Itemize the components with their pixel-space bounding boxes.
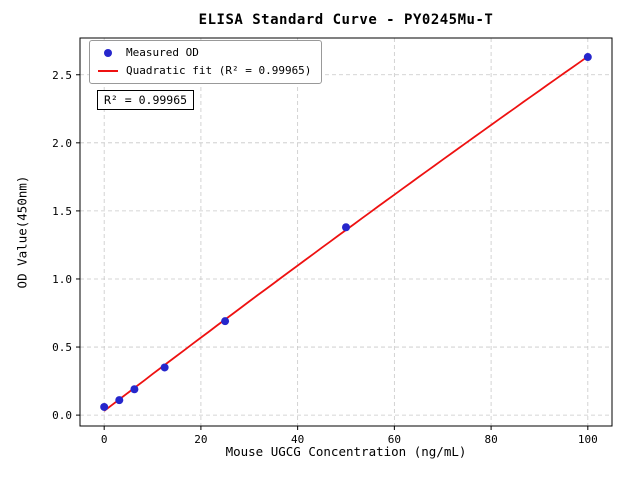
chart-title: ELISA Standard Curve - PY0245Mu-T (198, 12, 494, 28)
y-tick-label: 0.0 (52, 409, 72, 422)
legend-label-quadratic-fit: Quadratic fit (R² = 0.99965) (126, 64, 312, 77)
axes-spines (79, 37, 613, 427)
x-tick-label: 40 (291, 433, 304, 446)
scatter-marker-icon (104, 49, 112, 57)
data-point-marker (583, 53, 592, 62)
x-axis-label: Mouse UGCG Concentration (ng/mL) (225, 444, 467, 459)
x-tick-label: 60 (388, 433, 401, 446)
legend: Measured OD Quadratic fit (R² = 0.99965) (89, 40, 323, 84)
x-tick-label: 80 (484, 433, 497, 446)
y-tick-label: 1.0 (52, 273, 72, 286)
x-tick-label: 100 (578, 433, 598, 446)
y-tick-label: 2.5 (52, 69, 72, 82)
data-point-marker (130, 385, 139, 394)
data-point-marker (221, 317, 230, 326)
legend-item-measured-od: Measured OD (98, 46, 311, 60)
x-tick-label: 0 (101, 433, 108, 446)
legend-item-quadratic-fit: Quadratic fit (R² = 0.99965) (98, 64, 311, 78)
legend-label-measured-od: Measured OD (126, 46, 199, 59)
line-marker-icon (98, 70, 118, 72)
y-tick-label: 0.5 (52, 341, 72, 354)
y-axis-label: OD Value(450nm) (14, 175, 30, 289)
data-point-marker (115, 396, 124, 405)
data-point-marker (160, 363, 169, 372)
data-point-marker (100, 402, 109, 411)
r-squared-annotation: R² = 0.99965 (97, 90, 195, 110)
y-tick-label: 2.0 (52, 137, 72, 150)
y-tick-label: 1.5 (52, 205, 72, 218)
x-tick-label: 20 (194, 433, 207, 446)
data-point-marker (342, 223, 350, 232)
